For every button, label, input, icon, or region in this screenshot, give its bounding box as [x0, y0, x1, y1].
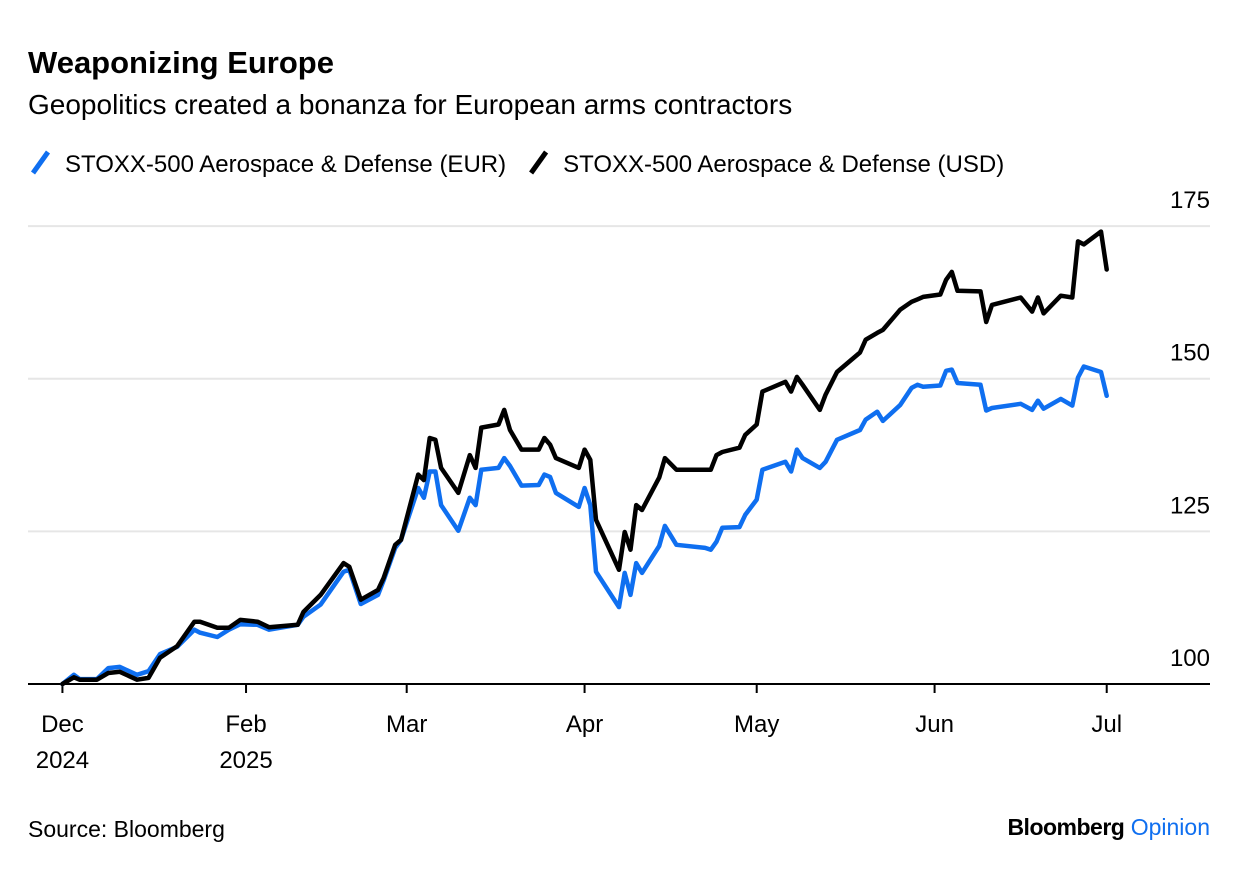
- series-line: [60, 229, 1109, 687]
- x-tick-label-line: Apr: [566, 711, 603, 738]
- y-tick-label: 175: [1170, 187, 1210, 214]
- legend-swatch: [529, 150, 549, 175]
- chart-subtitle: Geopolitics created a bonanza for Europe…: [28, 89, 792, 120]
- brand-name: Bloomberg: [1007, 814, 1124, 840]
- x-tick-label: Jun: [915, 711, 954, 738]
- x-tick-label-line: Jun: [915, 711, 954, 738]
- x-tick-label: Apr: [566, 711, 603, 738]
- x-tick-label: May: [734, 711, 779, 738]
- x-tick-label-line: Dec: [41, 711, 84, 738]
- chart-title: Weaponizing Europe: [28, 45, 334, 80]
- brand: Bloomberg Opinion: [1007, 814, 1210, 840]
- y-tick-label: 150: [1170, 340, 1210, 367]
- x-tick-label-line: 2025: [219, 747, 272, 774]
- x-tick-label-line: Feb: [225, 711, 266, 738]
- series-line: [60, 364, 1109, 687]
- x-tick-label-line: Mar: [386, 711, 427, 738]
- y-tick-label: 125: [1170, 492, 1210, 519]
- legend-label: STOXX-500 Aerospace & Defense (USD): [563, 151, 1004, 178]
- legend-swatch: [30, 150, 51, 175]
- brand-suffix: Opinion: [1131, 814, 1210, 840]
- source: Source: Bloomberg: [28, 816, 225, 842]
- y-tick-label: 100: [1170, 645, 1210, 672]
- x-tick-label-line: May: [734, 711, 779, 738]
- x-tick-label-line: 2024: [36, 747, 89, 774]
- x-tick-label: Jul: [1091, 711, 1122, 738]
- legend-label: STOXX-500 Aerospace & Defense (EUR): [65, 151, 506, 178]
- x-tick-label: Mar: [386, 711, 427, 738]
- x-tick-label: Dec 2024: [36, 711, 89, 774]
- x-tick-label: Feb 2025: [219, 711, 272, 774]
- x-tick-label-line: Jul: [1091, 711, 1122, 738]
- legend-item: STOXX-500 Aerospace & Defense (EUR): [30, 150, 506, 178]
- legend-item: STOXX-500 Aerospace & Defense (USD): [529, 150, 1004, 178]
